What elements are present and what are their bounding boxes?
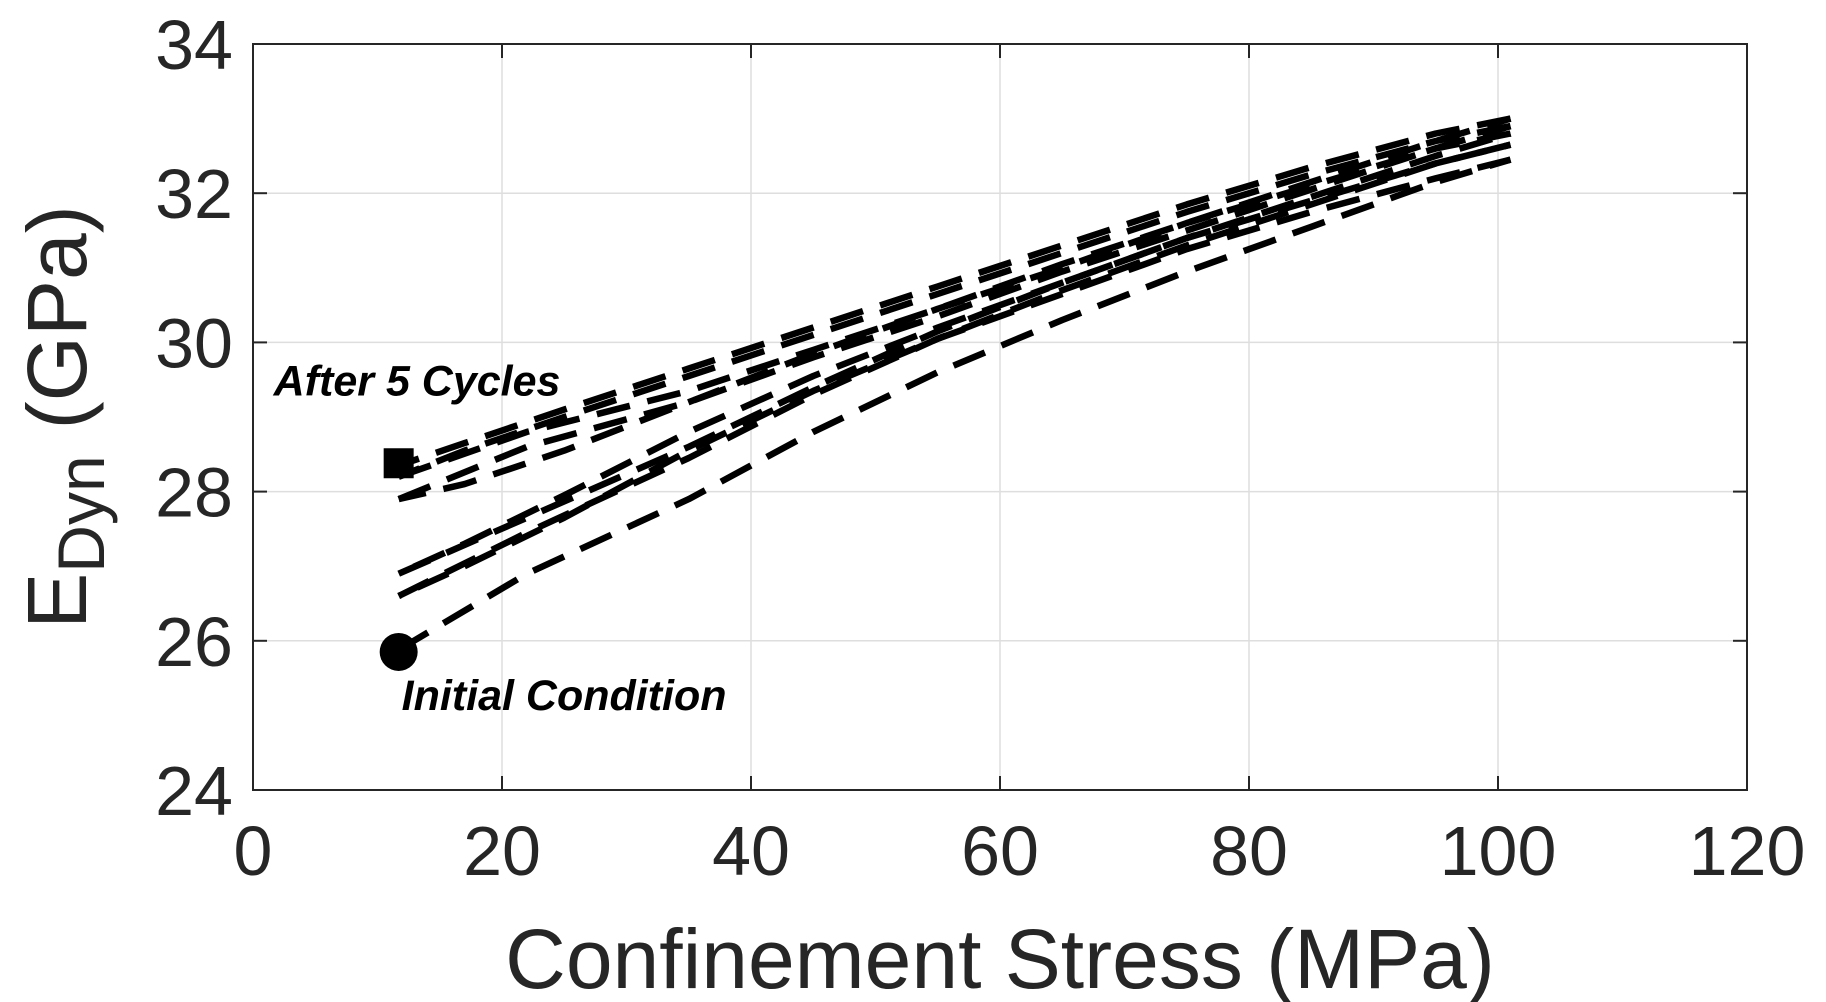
annotation-after-cycles: After 5 Cycles xyxy=(273,357,561,405)
x-tick-label: 20 xyxy=(463,812,541,890)
y-axis-title: EDyn (GPa) xyxy=(10,205,118,628)
tick-marks xyxy=(252,43,1748,791)
series-line xyxy=(397,141,1512,577)
y-axis-title-unit: (GPa) xyxy=(10,205,104,429)
x-tick-label: 40 xyxy=(712,812,790,890)
series-line xyxy=(397,156,1512,599)
marker-layer xyxy=(379,448,418,671)
x-tick-label: 80 xyxy=(1210,812,1288,890)
x-tick-label: 0 xyxy=(234,812,273,890)
series-line xyxy=(397,122,1512,503)
y-tick-label: 26 xyxy=(155,603,233,681)
series-line xyxy=(397,115,1512,469)
x-axis-title: Confinement Stress (MPa) xyxy=(505,912,1495,1002)
y-tick-labels: 24 26 28 30 32 34 xyxy=(155,6,233,830)
y-tick-label: 30 xyxy=(155,304,233,382)
annotation-initial-condition: Initial Condition xyxy=(402,672,727,720)
y-tick-label: 28 xyxy=(155,454,233,532)
x-tick-labels: 0 20 40 60 80 100 120 xyxy=(234,812,1806,890)
x-tick-label: 60 xyxy=(961,812,1039,890)
series-layer xyxy=(397,115,1512,653)
y-tick-label: 34 xyxy=(155,6,233,84)
x-tick-label: 100 xyxy=(1440,812,1557,890)
series-line xyxy=(397,156,1512,653)
grid xyxy=(253,44,1747,790)
marker-square xyxy=(383,448,414,479)
series-line xyxy=(397,122,1512,480)
y-axis-title-main: E xyxy=(10,573,104,629)
x-tick-label: 120 xyxy=(1689,812,1806,890)
marker-circle xyxy=(379,632,418,671)
series-line xyxy=(397,141,1512,599)
y-axis-title-subscript: Dyn xyxy=(44,455,118,572)
y-tick-label: 32 xyxy=(155,155,233,233)
series-line xyxy=(397,130,1512,577)
y-tick-label: 24 xyxy=(155,752,233,830)
series-line xyxy=(397,115,1512,480)
